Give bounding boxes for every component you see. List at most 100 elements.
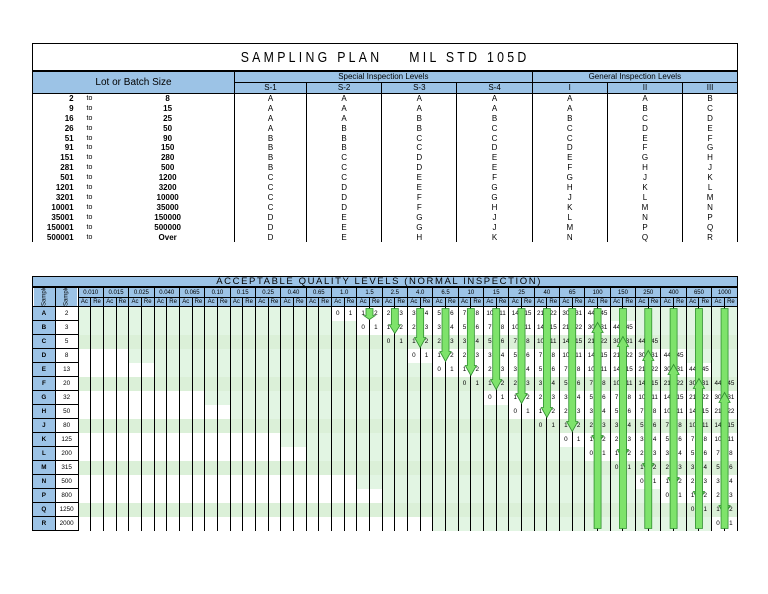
ac-cell xyxy=(178,404,193,419)
re-cell xyxy=(723,334,739,349)
ac-cell xyxy=(483,488,497,503)
ac-cell: 3 xyxy=(609,418,624,433)
aql-row: N 500 0 1 1 2 2 3 3 4 xyxy=(32,474,739,489)
ac-cell xyxy=(229,474,244,489)
re-cell: 2 xyxy=(698,488,713,503)
re-cell xyxy=(267,502,282,517)
lot-upto: 50 xyxy=(101,123,236,134)
re-cell xyxy=(318,404,332,419)
ac-cell xyxy=(178,460,193,475)
ac-cell xyxy=(254,362,269,377)
ac-cell: 5 xyxy=(483,334,497,349)
re-cell: 1 xyxy=(521,404,535,419)
ac-cell xyxy=(483,404,497,419)
aql-row: G 32 0 1 1 2 2 3 3 4 5 6 7 8 10 11 14 15 21 22 30 31 xyxy=(32,390,739,405)
re-cell xyxy=(292,418,307,433)
re-cell xyxy=(343,418,358,433)
re-cell: 8 xyxy=(622,390,637,405)
ac-cell xyxy=(559,446,573,461)
ac-cell xyxy=(128,488,142,503)
code-letter-cell: D xyxy=(531,143,608,153)
ac-cell xyxy=(102,502,117,517)
ac-cell xyxy=(204,432,218,447)
ac-cell xyxy=(254,460,269,475)
re-cell xyxy=(115,306,130,321)
re-label: Re xyxy=(90,297,104,307)
ac-cell xyxy=(381,502,396,517)
lot-to: to xyxy=(86,144,93,152)
lot-upto: 10000 xyxy=(101,192,236,203)
ac-cell xyxy=(483,474,497,489)
ac-cell xyxy=(533,446,548,461)
re-cell xyxy=(318,516,332,531)
ac-cell: 7 xyxy=(660,418,675,433)
ac-cell: 2 xyxy=(381,306,396,321)
re-cell xyxy=(445,460,459,475)
ac-cell: 0 xyxy=(660,488,675,503)
ac-cell xyxy=(178,432,193,447)
re-cell xyxy=(267,306,282,321)
aql-level: 4.0 xyxy=(406,287,434,298)
ac-cell xyxy=(381,390,396,405)
re-cell: 8 xyxy=(597,376,611,391)
sample-code-letter: B xyxy=(32,320,56,335)
re-cell xyxy=(343,348,358,363)
re-cell xyxy=(495,460,510,475)
ac-cell xyxy=(280,446,294,461)
code-letter-cell: B xyxy=(381,123,458,134)
code-letter-cell: M xyxy=(531,222,608,233)
ac-cell xyxy=(178,348,193,363)
code-letter-cell: D xyxy=(234,212,307,223)
ac-cell xyxy=(660,306,675,321)
re-cell xyxy=(140,362,155,377)
re-cell xyxy=(267,348,282,363)
ac-cell: 0 xyxy=(508,404,523,419)
ac-cell: 2 xyxy=(483,362,497,377)
level-label: S-3 xyxy=(381,81,458,94)
special-levels-header: Special Inspection Levels xyxy=(234,71,533,83)
code-letter-cell: G xyxy=(682,143,738,153)
aql-row: D 8 0 1 1 2 2 3 3 4 5 6 7 8 10 11 14 15 21 22 30 31 44 45 xyxy=(32,348,739,363)
sample-size: 32 xyxy=(54,390,79,405)
ac-cell: 1 xyxy=(711,502,725,517)
re-cell xyxy=(368,502,383,517)
re-cell xyxy=(115,348,130,363)
re-cell xyxy=(292,502,307,517)
ac-cell xyxy=(280,306,294,321)
re-cell: 2 xyxy=(546,404,561,419)
re-cell xyxy=(191,404,206,419)
re-cell xyxy=(673,320,687,335)
ac-cell xyxy=(635,488,649,503)
ac-cell xyxy=(533,474,548,489)
re-cell xyxy=(419,488,434,503)
ac-cell: 0 xyxy=(533,418,548,433)
ac-cell: 14 xyxy=(660,390,675,405)
ac-cell xyxy=(102,516,117,531)
ac-cell xyxy=(102,306,117,321)
re-cell xyxy=(191,390,206,405)
ac-label: Ac xyxy=(330,297,345,307)
ac-cell xyxy=(77,474,92,489)
re-cell xyxy=(140,474,155,489)
ac-cell: 5 xyxy=(457,320,472,335)
ac-cell xyxy=(153,404,168,419)
lot-to: to xyxy=(86,174,93,182)
code-letter-cell: E xyxy=(381,182,458,193)
ac-cell xyxy=(280,502,294,517)
ac-cell xyxy=(102,418,117,433)
re-cell: 22 xyxy=(571,320,586,335)
re-cell xyxy=(343,460,358,475)
re-cell xyxy=(267,446,282,461)
re-cell: 3 xyxy=(622,432,637,447)
code-letter-cell: H xyxy=(456,202,533,213)
re-cell xyxy=(571,446,586,461)
re-cell xyxy=(419,460,434,475)
re-cell: 11 xyxy=(546,334,561,349)
re-cell xyxy=(343,502,358,517)
ac-cell: 1 xyxy=(508,390,523,405)
re-cell xyxy=(521,502,535,517)
ac-cell: 2 xyxy=(660,460,675,475)
re-cell: 6 xyxy=(597,390,611,405)
ac-cell xyxy=(685,306,700,321)
ac-label: Ac xyxy=(356,297,370,307)
